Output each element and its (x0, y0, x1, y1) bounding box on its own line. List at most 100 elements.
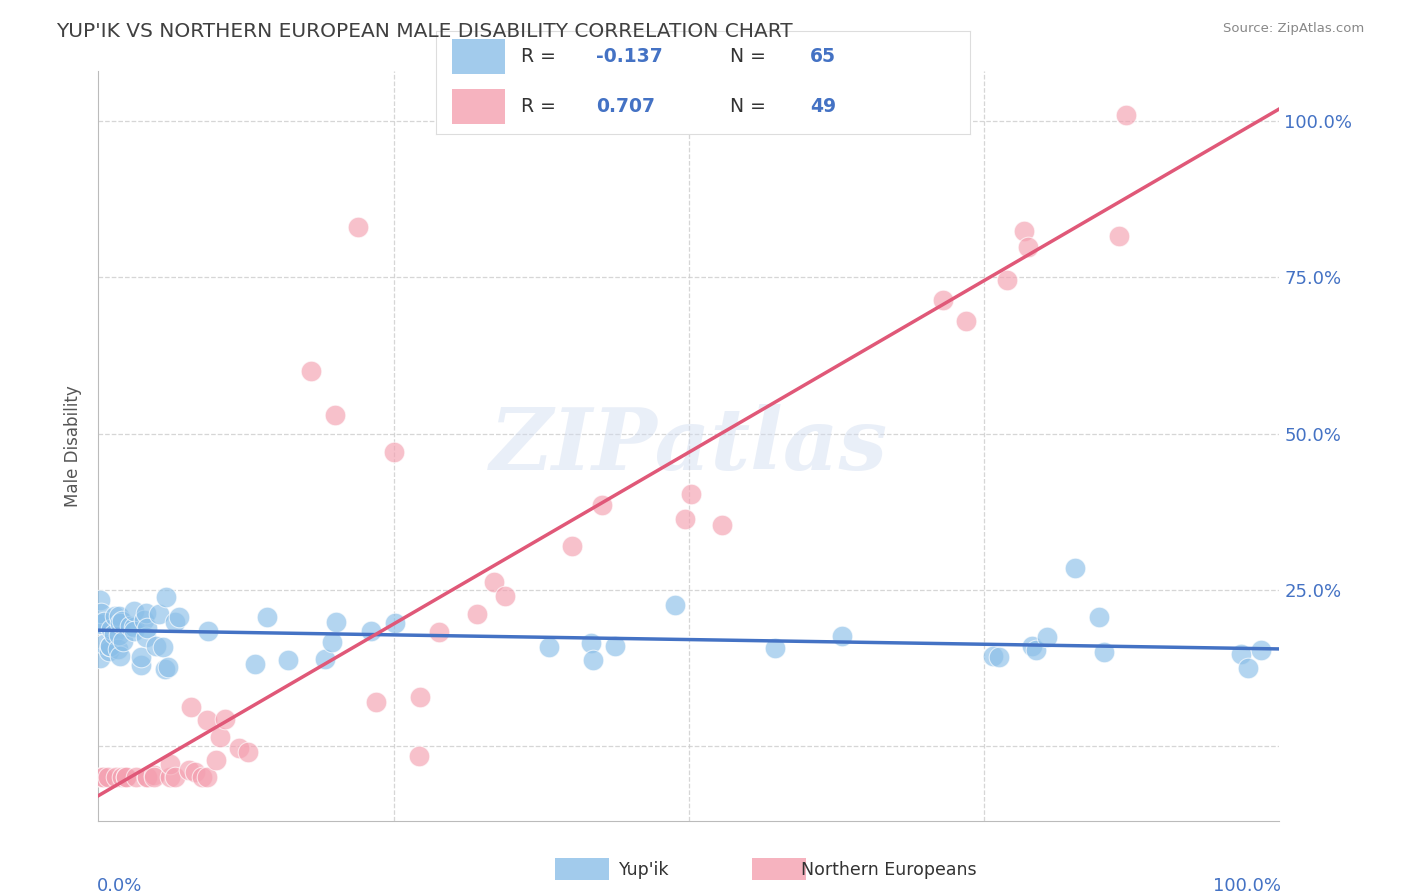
Point (325, 615, 347, 629)
Point (159, 770, 181, 784)
Point (89, 651, 111, 665)
Point (108, 615, 131, 630)
Point (156, 659, 179, 673)
Point (97, 770, 120, 784)
Point (129, 658, 152, 673)
Point (494, 589, 516, 603)
Point (664, 599, 686, 613)
Point (93, 615, 115, 629)
Point (228, 740, 250, 755)
Point (1012, 224, 1035, 238)
Point (135, 621, 157, 635)
Point (409, 690, 432, 705)
Point (1017, 239, 1039, 253)
Point (122, 620, 145, 634)
Point (763, 640, 786, 655)
Point (143, 770, 166, 784)
Point (145, 639, 167, 653)
Text: ZIPatlas: ZIPatlas (489, 404, 889, 488)
Text: Source: ZipAtlas.com: Source: ZipAtlas.com (1223, 22, 1364, 36)
Point (89, 616, 111, 631)
Point (1087, 610, 1109, 624)
Point (143, 768, 166, 782)
Point (299, 364, 322, 378)
Point (955, 314, 977, 328)
Text: R =: R = (522, 96, 562, 116)
Point (197, 624, 219, 639)
Point (179, 763, 201, 777)
Point (131, 649, 153, 664)
Text: Northern Europeans: Northern Europeans (801, 861, 977, 879)
Text: 0.707: 0.707 (596, 96, 655, 116)
Text: 49: 49 (810, 96, 837, 116)
Point (243, 657, 266, 671)
Point (98, 640, 121, 654)
Point (1250, 643, 1272, 657)
Point (136, 770, 159, 784)
Point (108, 608, 131, 623)
Point (581, 636, 603, 650)
Point (159, 756, 181, 771)
Point (122, 624, 145, 638)
Point (104, 608, 127, 623)
Point (103, 627, 125, 641)
Point (1092, 645, 1115, 659)
Point (91, 770, 114, 784)
Point (191, 770, 214, 784)
Text: -0.137: -0.137 (596, 47, 662, 66)
Point (382, 445, 405, 459)
Point (110, 648, 132, 663)
Point (323, 408, 346, 422)
Point (364, 695, 387, 709)
FancyBboxPatch shape (451, 39, 505, 74)
Point (214, 712, 236, 726)
Point (465, 607, 488, 621)
Point (1021, 639, 1043, 653)
Point (114, 770, 136, 784)
Point (1115, 108, 1137, 122)
Point (1025, 643, 1047, 657)
Point (93, 637, 115, 651)
Point (115, 770, 138, 784)
Point (314, 652, 336, 666)
Point (90, 606, 112, 620)
Point (155, 662, 177, 676)
Point (98, 640, 121, 654)
Text: YUP'IK VS NORTHERN EUROPEAN MALE DISABILITY CORRELATION CHART: YUP'IK VS NORTHERN EUROPEAN MALE DISABIL… (56, 22, 793, 41)
Point (256, 610, 278, 624)
Point (1108, 229, 1130, 244)
Point (135, 770, 157, 784)
Point (1064, 561, 1087, 575)
Point (98, 644, 121, 658)
Point (163, 615, 186, 629)
Point (561, 539, 583, 553)
Point (167, 610, 190, 624)
Point (582, 653, 605, 667)
Point (111, 633, 134, 648)
Point (208, 730, 231, 744)
Point (277, 653, 299, 667)
Text: Yup'ik: Yup'ik (619, 861, 669, 879)
Point (107, 641, 129, 656)
Text: N =: N = (730, 96, 772, 116)
Point (710, 518, 733, 533)
Point (100, 622, 122, 636)
Point (321, 635, 343, 649)
Point (111, 614, 134, 628)
Point (1237, 661, 1260, 675)
Point (89, 592, 111, 607)
Point (537, 640, 560, 654)
Point (384, 615, 406, 630)
Point (997, 273, 1019, 287)
Point (135, 630, 157, 644)
Point (195, 770, 218, 784)
Point (427, 625, 450, 640)
Point (981, 649, 1004, 664)
Point (122, 604, 145, 618)
Point (108, 627, 131, 641)
FancyBboxPatch shape (451, 88, 505, 124)
Point (105, 770, 128, 784)
Point (679, 486, 702, 500)
Point (111, 770, 134, 784)
Point (408, 749, 430, 764)
